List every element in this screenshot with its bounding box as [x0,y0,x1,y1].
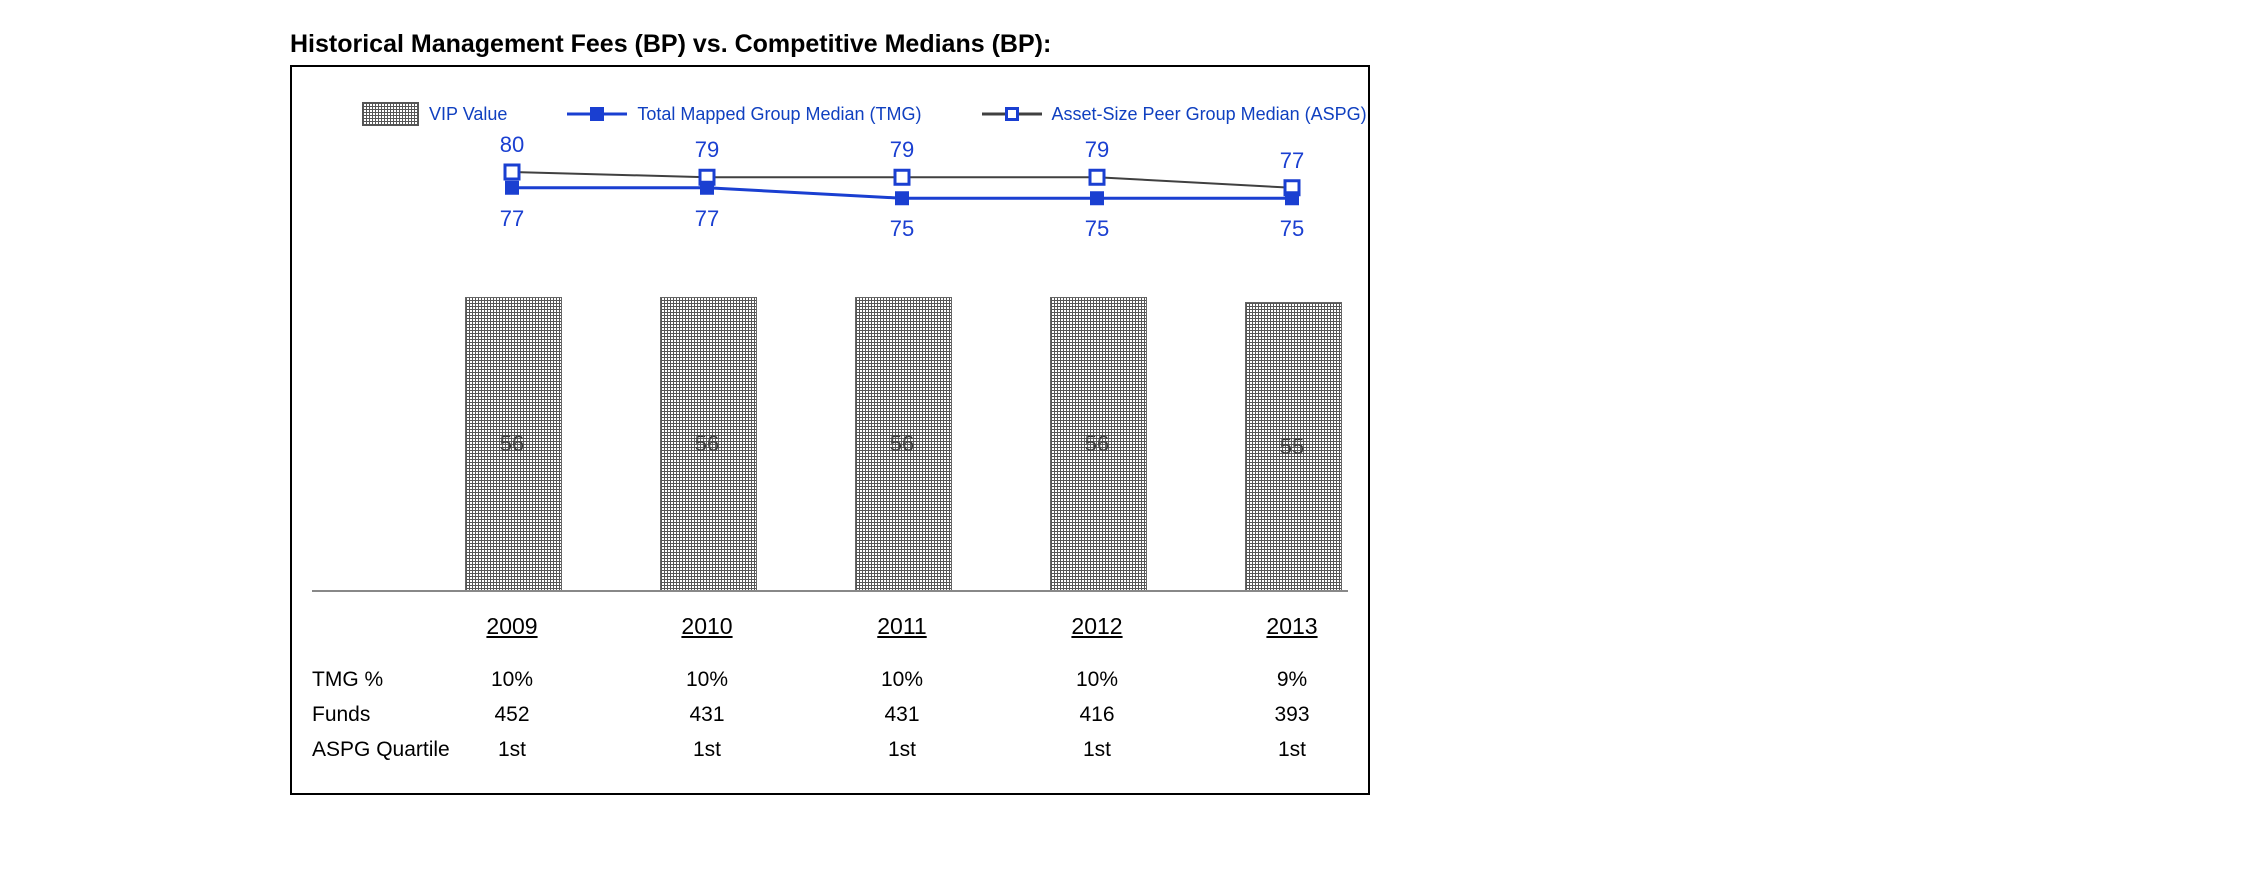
table-cell: 10% [686,668,728,692]
table-cell: 1st [1083,738,1111,762]
table-cell: 1st [498,738,526,762]
bar-value-label: 56 [660,431,755,457]
line-value-label-aspg: 79 [890,137,914,163]
line-value-label-aspg: 79 [1085,137,1109,163]
table-cell: 1st [693,738,721,762]
bar-value-label: 55 [1245,434,1340,460]
table-row-label: TMG % [312,668,383,692]
bar-value-label: 56 [1050,431,1145,457]
line-value-label-tmg: 77 [695,206,719,232]
table-row-label: Funds [312,703,370,727]
chart-title: Historical Management Fees (BP) vs. Comp… [290,30,2250,59]
bar-value-label: 56 [855,431,950,457]
plot-area: VIP Value Total Mapped Group Median (TMG… [312,67,1348,592]
table-cell: 431 [884,703,919,727]
line-value-label-tmg: 75 [890,216,914,242]
line-value-label-tmg: 75 [1280,216,1304,242]
category-label: 2009 [486,613,537,640]
line-value-label-aspg: 79 [695,137,719,163]
table-cell: 10% [491,668,533,692]
table-cell: 1st [888,738,916,762]
marker-tmg [1090,191,1104,205]
table-cell: 452 [494,703,529,727]
marker-tmg [505,181,519,195]
table-cell: 431 [689,703,724,727]
table-cell: 416 [1079,703,1114,727]
table-row-label: ASPG Quartile [312,738,450,762]
axis-table: 2009 2010 2011 2012 2013 TMG % 10% 10% 10% 10% 9% F… [312,588,1348,793]
line-value-label-aspg: 77 [1280,148,1304,174]
table-cell: 393 [1274,703,1309,727]
bar-value-label: 56 [465,431,560,457]
table-cell: 10% [881,668,923,692]
line-value-label-tmg: 77 [500,206,524,232]
table-cell: 9% [1277,668,1307,692]
marker-aspg [895,170,909,184]
marker-aspg [1090,170,1104,184]
marker-aspg [505,165,519,179]
category-label: 2011 [877,613,926,640]
marker-tmg [700,181,714,195]
category-label: 2012 [1071,613,1122,640]
line-value-label-tmg: 75 [1085,216,1109,242]
table-cell: 1st [1278,738,1306,762]
category-label: 2013 [1266,613,1317,640]
chart-frame: VIP Value Total Mapped Group Median (TMG… [290,65,1370,795]
marker-tmg [895,191,909,205]
category-label: 2010 [681,613,732,640]
marker-tmg [1285,191,1299,205]
line-value-label-aspg: 80 [500,132,524,158]
table-cell: 10% [1076,668,1118,692]
